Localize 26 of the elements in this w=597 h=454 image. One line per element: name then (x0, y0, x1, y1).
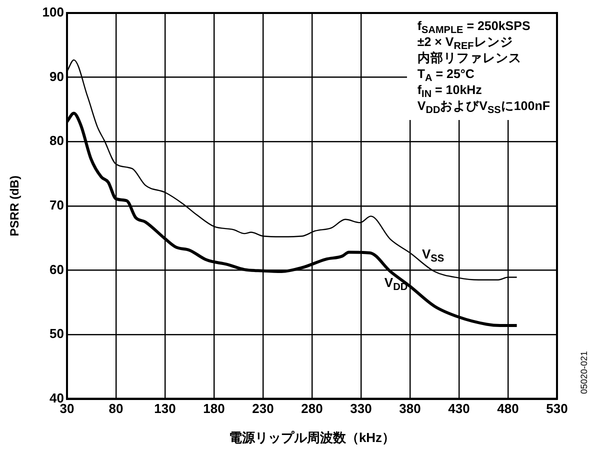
x-axis-title: 電源リップル周波数（kHz） (228, 430, 396, 445)
x-tick-label: 130 (154, 401, 176, 416)
annotation: 内部リファレンス (417, 51, 522, 65)
x-tick-label: 180 (203, 401, 225, 416)
text: 05020-021 (579, 350, 589, 394)
x-tick-label: 430 (448, 401, 470, 416)
x-tick-label: 280 (301, 401, 323, 416)
y-tick-label: 70 (50, 197, 64, 212)
y-tick-label: 90 (50, 68, 64, 84)
y-tick-label: 50 (50, 326, 64, 342)
x-tick-label: 530 (546, 401, 568, 416)
y-tick-label: 40 (50, 390, 64, 406)
x-tick-label: 80 (108, 401, 124, 416)
x-tick-label: 380 (399, 401, 421, 416)
y-axis-title: PSRR (dB) (8, 176, 22, 236)
x-tick-label: 330 (350, 401, 372, 416)
x-tick-label: 480 (497, 401, 519, 416)
x-tick-label: 230 (252, 401, 274, 416)
annotation: f$_{SAMPLE}$ = 250kSPS (417, 19, 530, 36)
annotation: V$_{DD}$およびV$_{SS}$に100nF (417, 99, 550, 116)
y-tick-label: 60 (50, 262, 64, 277)
annotation: f$_{IN}$ = 10kHz (417, 83, 482, 100)
annotation: T$_{A}$ = 25°C (417, 67, 474, 84)
y-tick-label: 80 (50, 133, 64, 148)
annotation: ±2 × V$_{REF}$レンジ (417, 35, 513, 52)
y-tick-label: 100 (42, 4, 64, 20)
